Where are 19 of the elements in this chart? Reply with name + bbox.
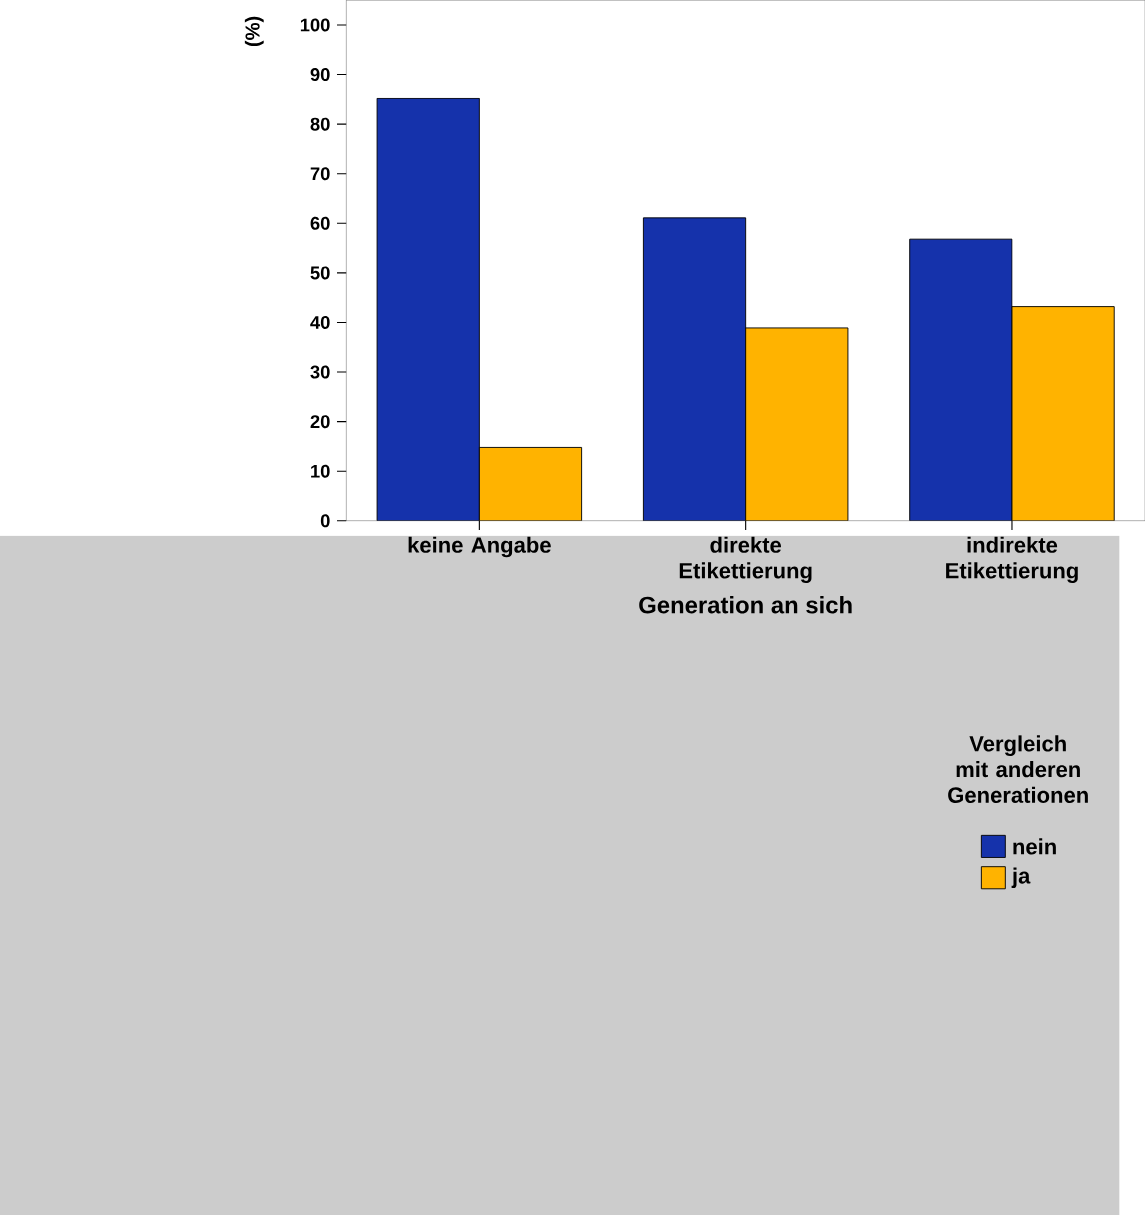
y-tick-label: 60 [310,216,330,230]
legend-label: nein [1013,838,1056,855]
y-tick-label: 100 [300,18,330,32]
y-tick-label: 50 [310,266,330,280]
legend-label: ja [1011,867,1031,889]
x-tick-label: keine Angabe [408,536,551,558]
y-tick-label: 90 [310,68,330,82]
x-tick-label: indirekte Etikettierung [945,536,1078,583]
y-tick-label: 10 [310,464,330,478]
y-tick-label: 40 [310,315,330,329]
x-tick-label: direkte Etikettierung [679,536,812,583]
y-tick-label: 20 [310,415,330,429]
legend-title: Vergleich mit anderen Generationen [947,735,1088,803]
y-axis-title: (%) [244,16,264,47]
y-tick-label: 70 [310,167,330,181]
y-tick-label: 0 [320,514,330,528]
y-tick-label: 30 [310,365,330,379]
x-axis-title: Generation an sich [639,596,852,614]
y-tick-label: 80 [310,117,330,131]
